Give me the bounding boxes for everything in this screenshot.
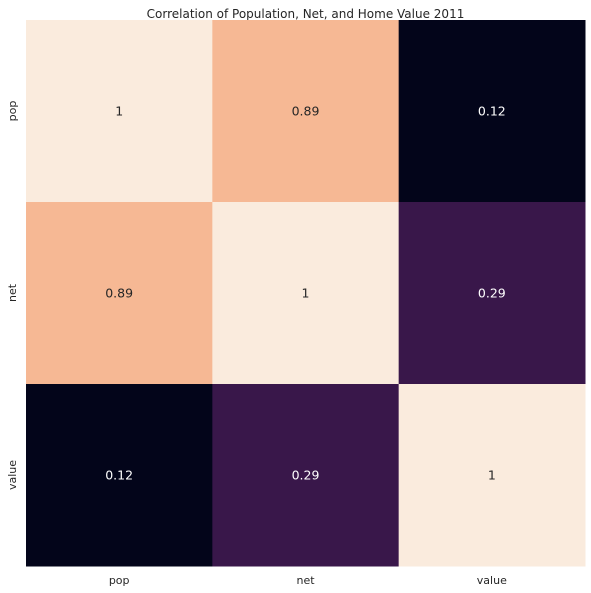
cell-value-label: 1 [302,286,310,301]
x-tick-label-value: value [477,574,507,587]
heatmap-cell-value-pop [26,384,213,567]
cell-value-label: 0.89 [292,104,320,119]
heatmap-cell-pop-value [398,20,586,203]
heatmap-cell-value-net [212,384,400,567]
heatmap-cell-labels: 1 0.89 0.12 0.89 1 0.29 0.12 0.29 1 [105,104,506,483]
y-tick-label-net: net [6,283,19,302]
x-tick-label-pop: pop [109,574,130,587]
cell-value-label: 1 [488,468,496,483]
y-tick-label-pop: pop [6,101,19,122]
heatmap-cell-value-value [398,384,586,567]
cell-value-label: 0.29 [292,468,320,483]
x-axis-tick-labels: pop net value [109,574,507,587]
cell-value-label: 0.12 [478,104,506,119]
y-tick-label-value: value [6,460,19,490]
heatmap-cell-net-value [398,202,586,385]
heatmap-cell-pop-pop [26,20,213,203]
cell-value-label: 0.89 [105,286,133,301]
chart-title: Correlation of Population, Net, and Home… [147,7,465,21]
cell-value-label: 1 [115,104,123,119]
heatmap-cell-net-pop [26,202,213,385]
y-axis-tick-labels: pop net value [6,101,19,490]
heatmap-cell-net-net [212,202,400,385]
cell-value-label: 0.29 [478,286,506,301]
heatmap-cell-pop-net [212,20,400,203]
x-tick-label-net: net [296,574,315,587]
cell-value-label: 0.12 [105,468,133,483]
heatmap-cells [26,20,586,567]
